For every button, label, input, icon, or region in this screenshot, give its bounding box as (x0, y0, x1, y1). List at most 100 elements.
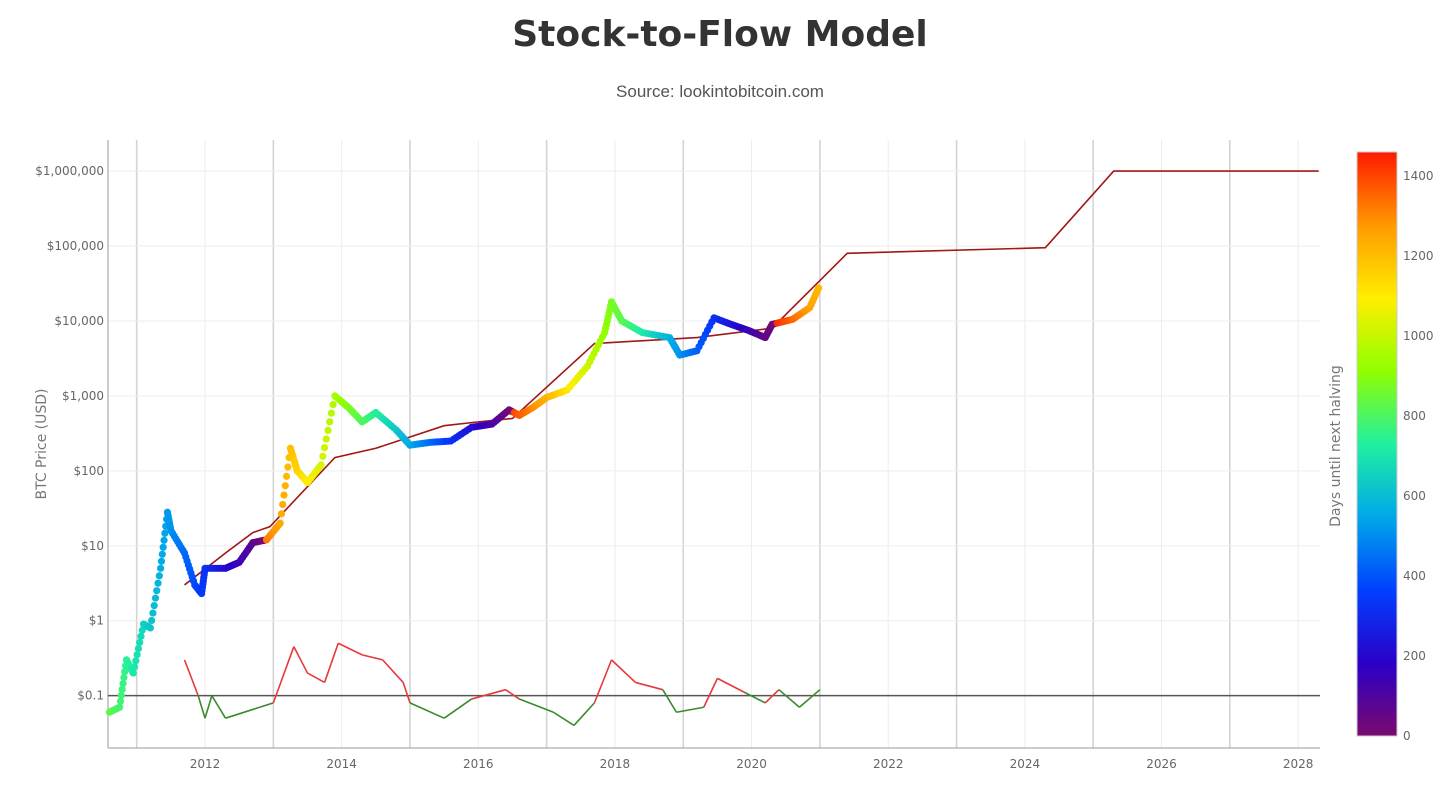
price-point (129, 669, 137, 677)
deflection-segment (259, 702, 274, 708)
price-point (132, 657, 140, 665)
price-point (157, 564, 165, 572)
chart-title: Stock-to-Flow Model (512, 14, 928, 55)
price-point (284, 463, 292, 471)
price-point (317, 461, 325, 469)
deflection-segment (593, 659, 613, 704)
colorbar-title: Days until next halving (1328, 365, 1344, 527)
x-tick-label: 2018 (600, 757, 631, 771)
deflection-segment (717, 677, 746, 694)
price-point (158, 550, 166, 558)
x-tick-label: 2028 (1283, 757, 1314, 771)
x-tick-label: 2014 (326, 757, 357, 771)
deflection-segment (197, 695, 206, 719)
x-tick-label: 2024 (1010, 757, 1041, 771)
deflection-segment (662, 689, 678, 713)
x-tick-label: 2020 (736, 757, 767, 771)
y-tick-label: $100,000 (47, 239, 104, 253)
colorbar-tick-label: 1000 (1403, 329, 1434, 343)
price-point (282, 472, 291, 480)
deflection-segment (225, 706, 260, 719)
colorbar-tick-label: 200 (1403, 649, 1426, 663)
deflection-segment (183, 659, 199, 696)
price-point (815, 284, 823, 292)
y-tick-label: $10,000 (54, 314, 104, 328)
price-point (155, 572, 163, 580)
y-tick-label: $100 (73, 464, 104, 478)
deflection-segment (443, 698, 472, 719)
y-tick-label: $1,000,000 (35, 164, 104, 178)
price-point (153, 587, 161, 595)
price-point (149, 609, 157, 617)
deflection-segment (610, 659, 636, 684)
colorbar-tick-label: 1400 (1403, 169, 1434, 183)
deflection-segment (798, 689, 821, 708)
deflection-segment (744, 691, 766, 704)
price-point (136, 638, 144, 647)
deflection-segment (553, 711, 575, 727)
price-point (322, 435, 330, 443)
colorbar-tick-label: 0 (1403, 729, 1411, 743)
price-point (150, 601, 158, 610)
colorbar-tick-label: 800 (1403, 409, 1426, 423)
price-point (118, 685, 126, 694)
price-point (121, 668, 129, 676)
y-axis-title: BTC Price (USD) (34, 388, 50, 499)
deflection-segment (323, 642, 339, 683)
deflection-segment (307, 672, 325, 684)
price-point (116, 697, 125, 705)
deflection-segment (518, 698, 554, 713)
deflection-segment (778, 689, 800, 708)
deflection-segment (635, 681, 663, 691)
colorbar-tick-label: 600 (1403, 489, 1426, 503)
y-tick-label: $1,000 (62, 389, 104, 403)
deflection-segment (471, 688, 506, 700)
x-tick-label: 2016 (463, 757, 494, 771)
x-tick-label: 2022 (873, 757, 904, 771)
chart-subtitle: Source: lookintobitcoin.com (616, 82, 824, 101)
price-point (319, 452, 327, 460)
colorbar (1356, 151, 1398, 737)
x-tick-label: 2026 (1146, 757, 1177, 771)
price-point (276, 519, 284, 527)
price-point (119, 679, 127, 688)
deflection-segment (337, 642, 363, 656)
price-point (120, 674, 128, 682)
y-tick-label: $1 (89, 614, 104, 628)
deflection-segment (272, 646, 295, 704)
y-tick-label: $10 (81, 539, 104, 553)
price-point (148, 616, 156, 625)
price-point (154, 579, 162, 587)
deflection-segment (293, 646, 309, 674)
price-point (130, 663, 139, 671)
deflection-segment (402, 682, 411, 704)
price-point (134, 644, 143, 653)
y-tick-label: $0.1 (77, 689, 104, 703)
deflection-segment (676, 706, 704, 714)
x-tick-label: 2012 (190, 757, 221, 771)
price-point (281, 482, 289, 490)
price-point (157, 557, 166, 565)
colorbar-tick-label: 1200 (1403, 249, 1434, 263)
price-point (117, 691, 125, 699)
deflection-segment (211, 695, 227, 719)
price-point (151, 594, 160, 602)
price-point (160, 536, 168, 544)
deflection-segment (703, 678, 719, 708)
price-point (324, 426, 332, 434)
deflection-segment (505, 689, 520, 700)
colorbar-tick-label: 400 (1403, 569, 1426, 583)
deflection-segment (409, 702, 445, 719)
price-point (320, 444, 329, 452)
deflection-segment (204, 695, 213, 719)
price-point (137, 632, 145, 640)
price-point (161, 529, 169, 537)
deflection-segment (361, 654, 383, 661)
price-point (280, 491, 288, 499)
price-point (329, 400, 337, 409)
deflection-segment (382, 659, 404, 683)
price-point (133, 651, 141, 659)
price-point (159, 543, 167, 551)
price-point (326, 418, 334, 426)
